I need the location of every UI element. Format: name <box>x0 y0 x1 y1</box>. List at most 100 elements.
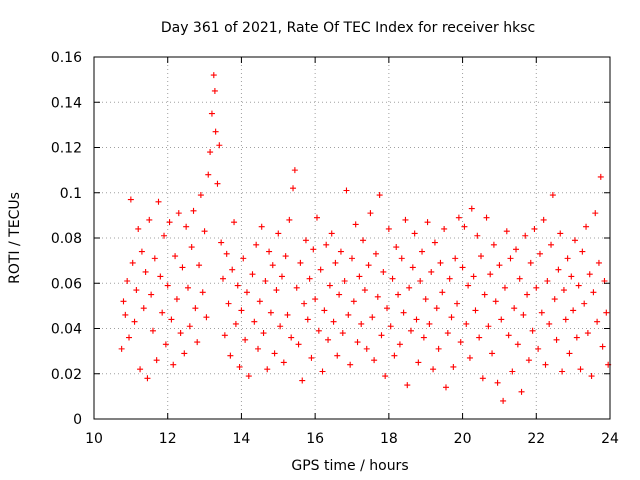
data-point <box>376 192 383 199</box>
data-point <box>448 314 455 321</box>
data-point <box>514 341 521 348</box>
data-point <box>319 368 326 375</box>
data-point <box>297 259 304 266</box>
data-point <box>120 298 127 305</box>
data-point <box>269 262 276 269</box>
data-point <box>430 366 437 373</box>
data-point <box>337 248 344 255</box>
data-point <box>450 363 457 370</box>
data-point <box>424 219 431 226</box>
data-point <box>483 214 490 221</box>
data-point <box>330 318 337 325</box>
data-point <box>395 291 402 298</box>
data-point <box>131 318 138 325</box>
data-point <box>520 311 527 318</box>
y-tick-label: 0.16 <box>51 50 82 66</box>
data-point <box>568 273 575 280</box>
data-point <box>474 232 481 239</box>
data-point <box>207 149 214 156</box>
data-point <box>439 289 446 296</box>
data-point <box>229 266 236 273</box>
data-point <box>577 366 584 373</box>
data-point <box>225 300 232 307</box>
chart-title: Day 361 of 2021, Rate Of TEC Index for r… <box>161 20 535 36</box>
data-point <box>415 359 422 366</box>
data-point <box>422 296 429 303</box>
data-point <box>557 230 564 237</box>
data-point <box>258 223 265 230</box>
data-point <box>461 223 468 230</box>
data-point <box>260 330 267 337</box>
data-point <box>465 282 472 289</box>
data-point <box>146 216 153 223</box>
data-point <box>481 291 488 298</box>
data-point <box>553 336 560 343</box>
data-point <box>560 287 567 294</box>
data-point <box>326 282 333 289</box>
data-point <box>536 250 543 257</box>
data-point <box>363 345 370 352</box>
grid-lines <box>94 57 610 419</box>
data-point <box>153 357 160 364</box>
data-point <box>374 293 381 300</box>
data-point <box>562 316 569 323</box>
data-point <box>463 320 470 327</box>
data-point <box>293 284 300 291</box>
data-point <box>369 314 376 321</box>
data-point <box>579 248 586 255</box>
data-point <box>444 330 451 337</box>
y-tick-label: 0.06 <box>51 276 82 292</box>
axis-ticks: 10 12 14 16 18 20 22 24 0 0.02 0.04 0.06 0.08 0.1 0.12… <box>51 50 619 447</box>
data-point <box>251 318 258 325</box>
data-point <box>441 225 448 232</box>
data-point <box>208 110 215 117</box>
data-point <box>548 241 555 248</box>
data-points <box>118 72 612 404</box>
data-point <box>479 375 486 382</box>
data-point <box>496 262 503 269</box>
data-point <box>278 273 285 280</box>
data-point <box>437 259 444 266</box>
data-point <box>503 228 510 235</box>
data-point <box>470 273 477 280</box>
data-point <box>417 277 424 284</box>
data-point <box>149 327 156 334</box>
data-point <box>271 350 278 357</box>
y-tick-label: 0.14 <box>51 95 82 111</box>
data-point <box>255 345 262 352</box>
data-point <box>138 248 145 255</box>
data-point <box>232 320 239 327</box>
data-point <box>559 368 566 375</box>
data-point <box>175 210 182 217</box>
data-point <box>594 318 601 325</box>
data-point <box>291 167 298 174</box>
data-point <box>192 305 199 312</box>
data-point <box>183 223 190 230</box>
data-point <box>240 255 247 262</box>
data-point <box>571 237 578 244</box>
x-tick-label: 16 <box>306 431 324 447</box>
data-point <box>140 305 147 312</box>
data-point <box>199 289 206 296</box>
data-point <box>323 241 330 248</box>
data-point <box>301 300 308 307</box>
y-tick-label: 0.02 <box>51 367 82 383</box>
data-point <box>159 309 166 316</box>
data-point <box>262 277 269 284</box>
x-tick-label: 14 <box>233 431 251 447</box>
x-tick-label: 22 <box>527 431 545 447</box>
data-point <box>299 377 306 384</box>
data-point <box>446 275 453 282</box>
data-point <box>501 284 508 291</box>
data-point <box>135 225 142 232</box>
data-point <box>476 334 483 341</box>
data-point <box>511 305 518 312</box>
data-point <box>332 259 339 266</box>
data-point <box>452 255 459 262</box>
data-point <box>127 196 134 203</box>
data-point <box>407 327 414 334</box>
data-point <box>334 352 341 359</box>
data-point <box>573 334 580 341</box>
data-point <box>151 255 158 262</box>
data-point <box>211 87 218 94</box>
